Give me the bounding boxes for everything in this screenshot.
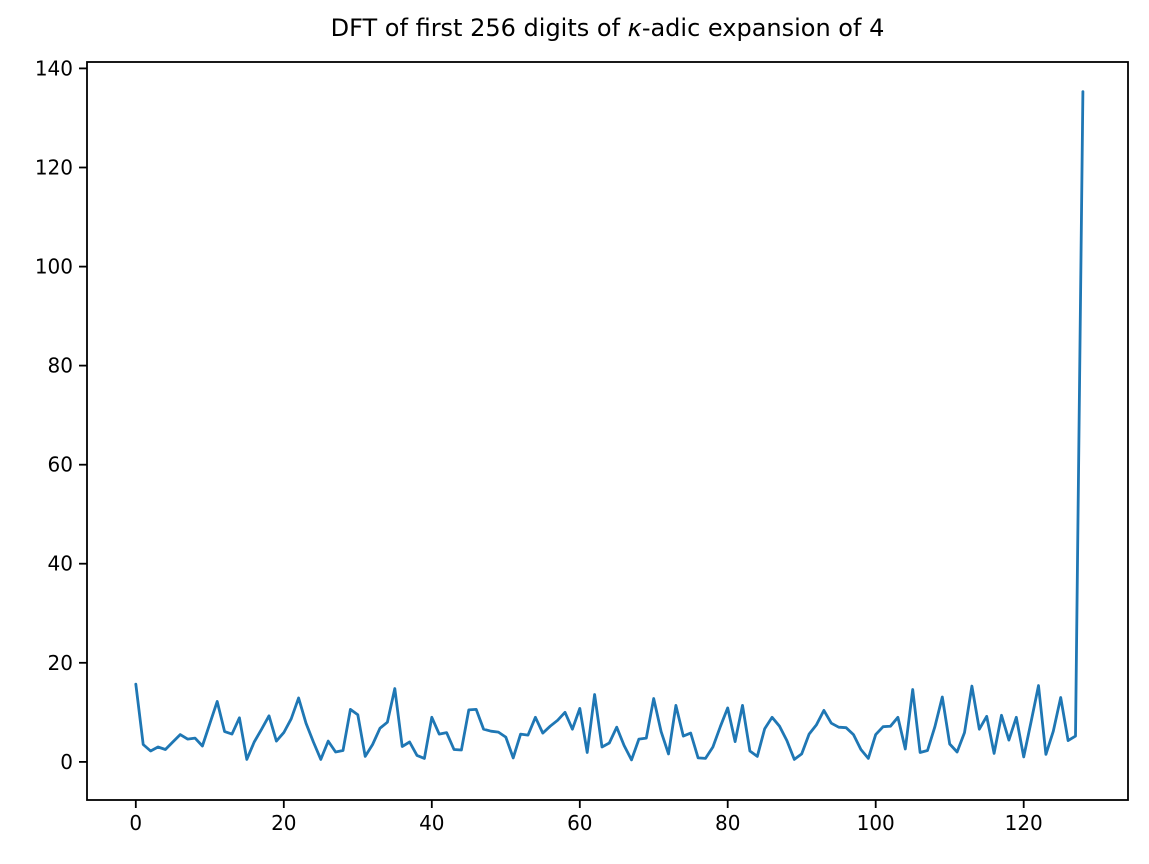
x-tick-label: 20 — [271, 811, 296, 835]
x-tick-label: 60 — [567, 811, 592, 835]
x-tick-label: 0 — [129, 811, 142, 835]
y-tick-label: 120 — [35, 156, 73, 180]
y-tick-label: 140 — [35, 56, 73, 80]
chart-title-prefix: DFT of first 256 digits of — [330, 14, 628, 42]
y-tick-label: 20 — [48, 651, 73, 675]
y-axis: 0 20 40 60 80 100 120 140 — [35, 56, 87, 774]
data-line — [134, 90, 1085, 762]
x-axis: 0 20 40 60 80 100 120 — [129, 800, 1043, 835]
x-tick-label: 120 — [1005, 811, 1043, 835]
plot-border — [86, 61, 1129, 801]
x-tick-label: 40 — [419, 811, 444, 835]
y-tick-label: 100 — [35, 255, 73, 279]
y-tick-label: 0 — [60, 750, 73, 774]
x-tick-label: 80 — [715, 811, 740, 835]
x-tick-label: 100 — [857, 811, 895, 835]
chart-title-kappa: κ — [627, 14, 642, 42]
y-tick-label: 60 — [48, 453, 73, 477]
chart-title-suffix: -adic expansion of 4 — [641, 14, 885, 42]
y-tick-label: 40 — [48, 552, 73, 576]
y-tick-label: 80 — [48, 354, 73, 378]
chart-title: DFT of first 256 digits of κ-adic expans… — [87, 14, 1128, 42]
